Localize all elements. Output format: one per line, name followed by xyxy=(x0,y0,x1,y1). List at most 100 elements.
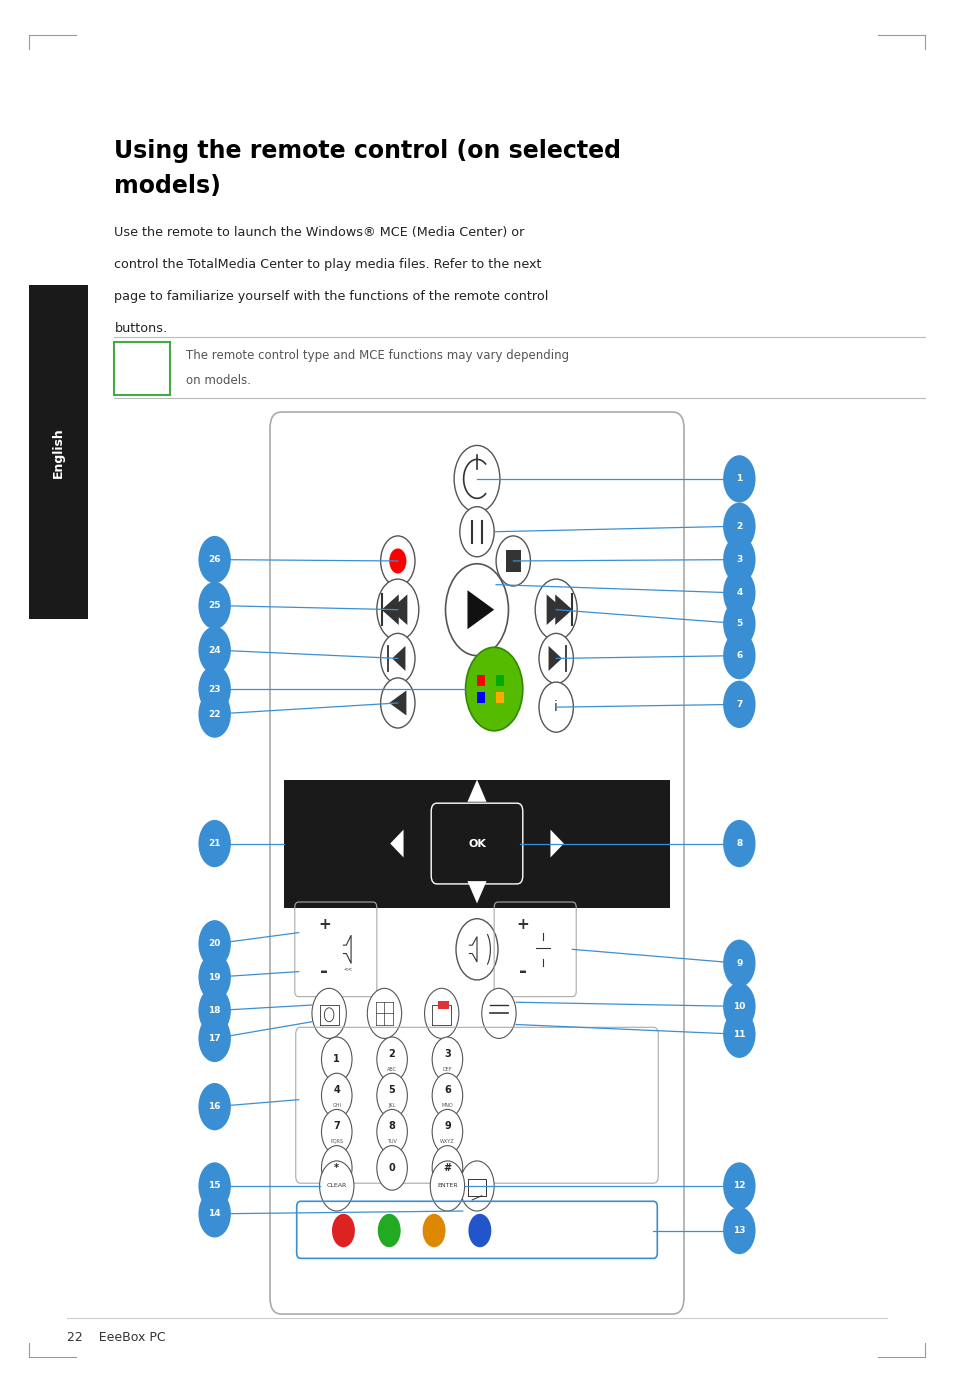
Text: +: + xyxy=(317,917,331,931)
Circle shape xyxy=(722,503,755,550)
Polygon shape xyxy=(392,646,405,671)
Text: CLEAR: CLEAR xyxy=(326,1183,347,1189)
Polygon shape xyxy=(390,830,403,857)
Text: control the TotalMedia Center to play media files. Refer to the next: control the TotalMedia Center to play me… xyxy=(114,258,541,270)
Text: 3: 3 xyxy=(736,555,741,564)
Text: 25: 25 xyxy=(208,601,221,610)
Circle shape xyxy=(198,1015,231,1062)
Polygon shape xyxy=(555,594,572,625)
Text: 14: 14 xyxy=(208,1210,221,1218)
Text: 24: 24 xyxy=(208,646,221,654)
Text: Use the remote to launch the Windows® MCE (Media Center) or: Use the remote to launch the Windows® MC… xyxy=(114,226,524,238)
Circle shape xyxy=(376,1109,407,1154)
Circle shape xyxy=(198,665,231,713)
FancyBboxPatch shape xyxy=(437,1001,449,1009)
Text: 10: 10 xyxy=(733,1002,744,1011)
Polygon shape xyxy=(467,590,494,629)
Text: 6: 6 xyxy=(736,651,741,660)
Text: English: English xyxy=(51,427,65,477)
Text: 7: 7 xyxy=(736,700,741,709)
FancyBboxPatch shape xyxy=(505,550,520,572)
Text: 13: 13 xyxy=(732,1226,745,1235)
Circle shape xyxy=(432,1073,462,1118)
Text: 20: 20 xyxy=(209,940,220,948)
Circle shape xyxy=(376,1073,407,1118)
Text: 15: 15 xyxy=(208,1182,221,1190)
Text: page to familiarize yourself with the functions of the remote control: page to familiarize yourself with the fu… xyxy=(114,290,548,302)
Circle shape xyxy=(198,1083,231,1130)
Text: 26: 26 xyxy=(208,555,221,564)
Text: WXYZ: WXYZ xyxy=(439,1139,455,1144)
Circle shape xyxy=(198,536,231,583)
Text: 21: 21 xyxy=(208,839,221,848)
Text: TUV: TUV xyxy=(387,1139,396,1144)
Circle shape xyxy=(380,678,415,728)
Circle shape xyxy=(722,1011,755,1058)
Circle shape xyxy=(432,1037,462,1082)
Circle shape xyxy=(722,536,755,583)
Circle shape xyxy=(432,1146,462,1190)
Text: ABC: ABC xyxy=(387,1066,396,1072)
Circle shape xyxy=(380,633,415,683)
FancyBboxPatch shape xyxy=(496,692,503,703)
Circle shape xyxy=(538,682,573,732)
Circle shape xyxy=(377,1214,400,1247)
FancyBboxPatch shape xyxy=(284,780,669,908)
Polygon shape xyxy=(389,690,406,715)
Circle shape xyxy=(198,582,231,629)
Text: models): models) xyxy=(114,174,221,198)
Circle shape xyxy=(481,988,516,1038)
Polygon shape xyxy=(467,780,486,802)
Circle shape xyxy=(198,987,231,1034)
Circle shape xyxy=(722,820,755,867)
Circle shape xyxy=(722,681,755,728)
Text: +: + xyxy=(516,917,529,931)
Text: 11: 11 xyxy=(732,1030,745,1038)
Text: 4: 4 xyxy=(736,589,741,597)
Text: 19: 19 xyxy=(208,973,221,981)
Circle shape xyxy=(198,1190,231,1237)
Polygon shape xyxy=(550,830,563,857)
Text: MNO: MNO xyxy=(441,1102,453,1108)
Circle shape xyxy=(321,1037,352,1082)
Circle shape xyxy=(198,690,231,738)
Text: *: * xyxy=(334,1162,339,1173)
Text: 3: 3 xyxy=(443,1048,451,1059)
Circle shape xyxy=(430,1161,464,1211)
Text: -: - xyxy=(518,962,526,981)
Polygon shape xyxy=(548,646,561,671)
Text: i: i xyxy=(554,700,558,714)
FancyBboxPatch shape xyxy=(29,285,88,619)
Circle shape xyxy=(321,1073,352,1118)
Text: 9: 9 xyxy=(443,1121,451,1132)
Circle shape xyxy=(319,1161,354,1211)
Circle shape xyxy=(422,1214,445,1247)
Circle shape xyxy=(376,1146,407,1190)
Text: 1: 1 xyxy=(333,1054,340,1065)
Circle shape xyxy=(432,1109,462,1154)
Circle shape xyxy=(198,626,231,674)
Text: Using the remote control (on selected: Using the remote control (on selected xyxy=(114,139,620,163)
FancyBboxPatch shape xyxy=(476,675,484,686)
Text: 17: 17 xyxy=(208,1034,221,1043)
Text: 22: 22 xyxy=(208,710,221,718)
Text: 2: 2 xyxy=(388,1048,395,1059)
Text: JKL: JKL xyxy=(388,1102,395,1108)
Text: 12: 12 xyxy=(732,1182,745,1190)
Circle shape xyxy=(321,1146,352,1190)
Text: 1: 1 xyxy=(736,475,741,483)
FancyBboxPatch shape xyxy=(270,412,683,1314)
Circle shape xyxy=(198,1162,231,1210)
Circle shape xyxy=(459,1161,494,1211)
Circle shape xyxy=(456,919,497,980)
Text: 22    EeeBox PC: 22 EeeBox PC xyxy=(67,1331,165,1343)
Text: 0: 0 xyxy=(388,1162,395,1173)
Text: 9: 9 xyxy=(736,959,741,967)
Text: OK: OK xyxy=(468,838,485,849)
Circle shape xyxy=(722,455,755,503)
Text: DEF: DEF xyxy=(442,1066,452,1072)
Text: <<: << xyxy=(343,966,353,972)
Text: 18: 18 xyxy=(208,1006,221,1015)
Circle shape xyxy=(367,988,401,1038)
Text: GHI: GHI xyxy=(332,1102,341,1108)
